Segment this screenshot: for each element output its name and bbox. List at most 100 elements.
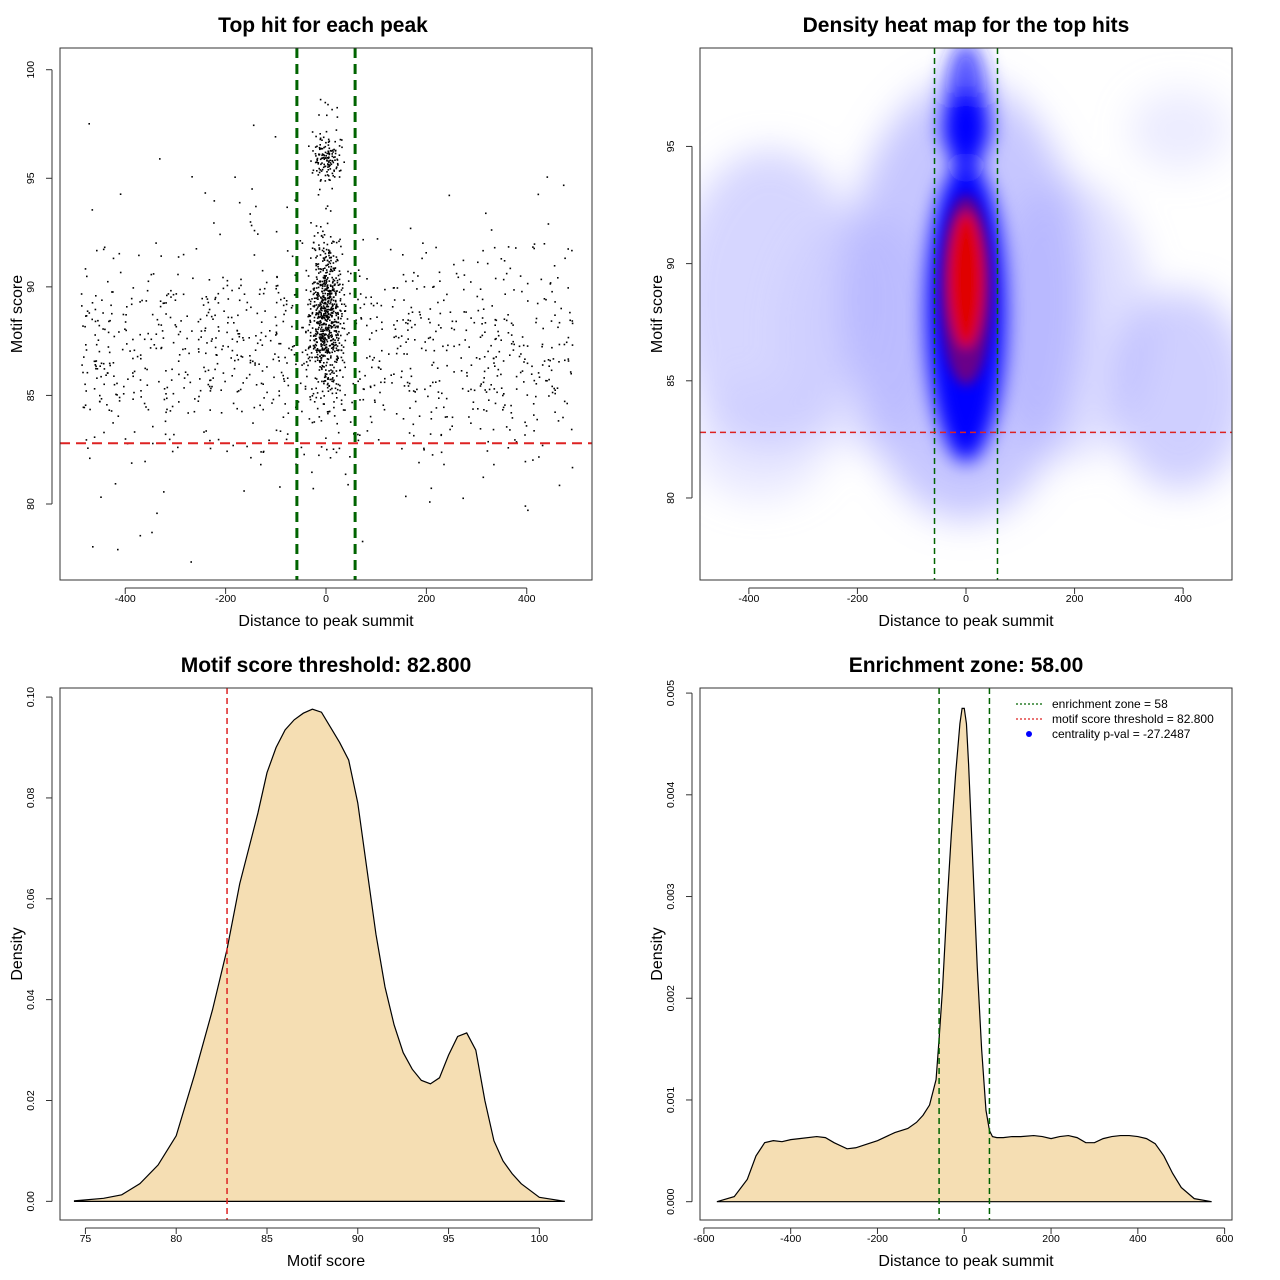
scatter-point bbox=[507, 332, 510, 334]
scatter-point bbox=[333, 324, 335, 327]
scatter-point bbox=[359, 434, 361, 436]
scatter-point bbox=[138, 254, 140, 257]
scatter-point bbox=[261, 269, 264, 272]
scatter-point bbox=[329, 285, 332, 287]
scatter-point bbox=[145, 406, 147, 408]
scatter-point bbox=[204, 329, 206, 332]
scatter-point bbox=[95, 367, 97, 370]
distance-y-tick-label: 0.002 bbox=[665, 985, 677, 1011]
scatter-point bbox=[86, 275, 88, 278]
scatter-point bbox=[152, 273, 155, 275]
scatter-point bbox=[424, 388, 426, 391]
scatter-point bbox=[527, 509, 529, 512]
scatter-point bbox=[236, 354, 238, 356]
scatter-point bbox=[443, 463, 445, 466]
scatter-point bbox=[177, 360, 180, 362]
scatter-point bbox=[408, 382, 411, 385]
scatter-point bbox=[337, 311, 339, 314]
scatter-point bbox=[463, 288, 465, 291]
heatmap-x-tick-label: -200 bbox=[847, 593, 868, 605]
scatter-point bbox=[260, 331, 263, 334]
scatter-point bbox=[249, 359, 252, 362]
scatter-point bbox=[144, 460, 146, 463]
scatter-point bbox=[344, 473, 347, 476]
scatter-point bbox=[141, 299, 143, 302]
scatter-point bbox=[214, 368, 216, 371]
scatter-point bbox=[374, 401, 376, 403]
scatter-point bbox=[319, 180, 322, 182]
scatter-point bbox=[357, 433, 359, 436]
scatter-point bbox=[336, 279, 339, 282]
scatter-point bbox=[321, 280, 324, 283]
scatter-point bbox=[316, 317, 319, 319]
scatter-point bbox=[226, 331, 228, 334]
scatter-point bbox=[326, 340, 329, 343]
scatter-point bbox=[332, 321, 334, 324]
scatter-point bbox=[146, 289, 149, 292]
scatter-point bbox=[342, 283, 344, 286]
scatter-point bbox=[230, 316, 233, 319]
scatter-point bbox=[359, 307, 362, 309]
scatter-point bbox=[85, 315, 88, 317]
scatter-point bbox=[220, 389, 222, 391]
scatter-point bbox=[325, 314, 327, 317]
scatter-point bbox=[323, 333, 326, 336]
scatter-point bbox=[313, 345, 315, 347]
scatter-point bbox=[532, 459, 534, 461]
scatter-point bbox=[152, 442, 154, 445]
scatter-point bbox=[500, 258, 503, 260]
heatmap-peak-density bbox=[940, 195, 992, 385]
scatter-point bbox=[330, 299, 332, 301]
scatter-point bbox=[150, 338, 153, 341]
scatter-point bbox=[465, 329, 468, 332]
scatter-point bbox=[470, 281, 472, 283]
scatter-point bbox=[319, 320, 321, 323]
scatter-point bbox=[338, 447, 341, 450]
scatter-point bbox=[95, 343, 98, 346]
scatter-point bbox=[329, 292, 332, 295]
scatter-point bbox=[324, 151, 327, 154]
scatter-point bbox=[146, 368, 148, 371]
scatter-point bbox=[315, 338, 318, 340]
scatter-point bbox=[309, 339, 311, 342]
scatter-point bbox=[329, 314, 332, 316]
scatter-point bbox=[521, 370, 524, 372]
scatter-point bbox=[318, 272, 320, 274]
scatter-point bbox=[323, 382, 325, 385]
scatter-point bbox=[165, 313, 167, 315]
scatter-point bbox=[369, 355, 371, 358]
scatter-point bbox=[312, 305, 315, 307]
scatter-point bbox=[362, 238, 364, 241]
scatter-point bbox=[347, 280, 350, 282]
scatter-point bbox=[311, 312, 314, 315]
scatter-point bbox=[329, 319, 331, 322]
scatter-point bbox=[357, 269, 360, 271]
scatter-point bbox=[327, 317, 329, 320]
scatter-point bbox=[169, 316, 172, 319]
scatter-point bbox=[316, 359, 319, 361]
scatter-point bbox=[409, 227, 412, 230]
scatter-point bbox=[315, 287, 318, 289]
scatter-point bbox=[313, 287, 316, 289]
scatter-point bbox=[249, 221, 252, 223]
scatter-point bbox=[143, 338, 146, 341]
scatter-point bbox=[395, 335, 397, 338]
scatter-point bbox=[323, 334, 326, 337]
scatter-point bbox=[543, 360, 546, 362]
scatter-point bbox=[329, 270, 331, 273]
scatter-point bbox=[327, 169, 330, 171]
scatter-point bbox=[309, 308, 312, 310]
scatter-point bbox=[306, 375, 308, 378]
scatter-point bbox=[111, 291, 113, 293]
scatter-point bbox=[318, 416, 321, 418]
scatter-point bbox=[523, 361, 525, 363]
scatter-point bbox=[316, 322, 318, 324]
scatter-point bbox=[336, 397, 338, 399]
scatter-point bbox=[189, 381, 192, 384]
scatter-point bbox=[325, 326, 327, 329]
scatter-point bbox=[467, 390, 470, 392]
scatter-point bbox=[320, 297, 322, 299]
scatter-point bbox=[326, 448, 328, 451]
scatter-point bbox=[319, 311, 321, 313]
scatter-point bbox=[324, 174, 327, 177]
